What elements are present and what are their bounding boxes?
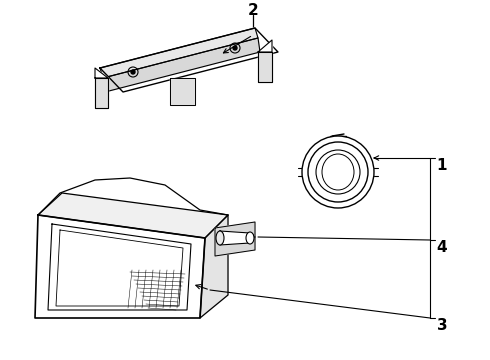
Text: 1: 1 [437, 158, 447, 172]
Polygon shape [103, 38, 260, 92]
Polygon shape [220, 231, 250, 245]
Circle shape [233, 46, 237, 50]
Text: 4: 4 [437, 239, 447, 255]
Circle shape [302, 136, 374, 208]
Polygon shape [100, 28, 278, 92]
Polygon shape [258, 52, 272, 82]
Polygon shape [170, 78, 195, 105]
Polygon shape [95, 68, 108, 78]
Text: 2: 2 [247, 3, 258, 18]
Polygon shape [215, 222, 255, 256]
Polygon shape [200, 215, 228, 318]
Polygon shape [35, 215, 205, 318]
Ellipse shape [216, 231, 224, 245]
Ellipse shape [318, 150, 358, 194]
Polygon shape [38, 193, 228, 238]
Text: 3: 3 [437, 318, 447, 333]
Polygon shape [258, 40, 272, 52]
Circle shape [316, 150, 360, 194]
Ellipse shape [322, 154, 354, 190]
Ellipse shape [246, 232, 254, 244]
Circle shape [131, 70, 135, 74]
Polygon shape [95, 78, 108, 108]
Circle shape [308, 142, 368, 202]
Polygon shape [100, 28, 258, 78]
